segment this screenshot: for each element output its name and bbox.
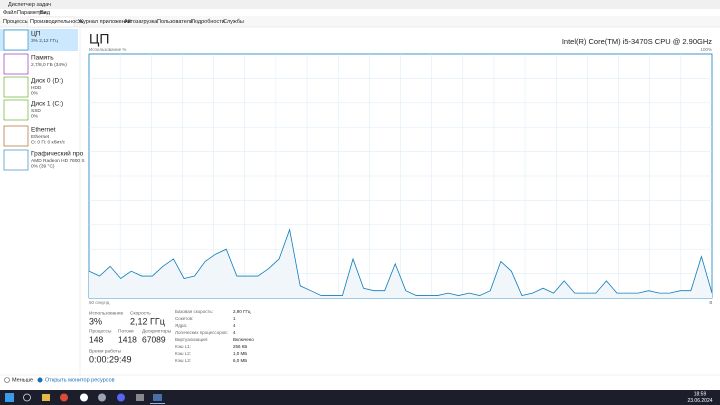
- sidebar-thumbnail: [3, 29, 29, 51]
- steam-icon[interactable]: [98, 393, 106, 402]
- sidebar-detail: AMD Radeon HD 7800 S: [31, 158, 85, 164]
- spec-value: 2,90 ГГц: [233, 309, 251, 314]
- spec-label: Базовая скорость:: [175, 309, 213, 314]
- stat-value: 0:00:29:49: [89, 354, 132, 364]
- spec-label: Виртуализация:: [175, 337, 208, 342]
- sidebar-detail: О: 0 П: 0 кбит/с: [31, 139, 66, 145]
- chrome-icon[interactable]: [60, 393, 68, 402]
- spec-label: Кэш L3:: [175, 358, 191, 363]
- sidebar-detail: SSD: [31, 108, 41, 114]
- tab[interactable]: Пользователи: [157, 19, 193, 25]
- tab[interactable]: Автозагрузка: [124, 19, 158, 25]
- stat-label: Процессы: [89, 328, 112, 334]
- spec-value: 6,0 МБ: [233, 358, 247, 363]
- time-span: 60 секунд: [89, 300, 110, 305]
- title-bar: [0, 0, 720, 9]
- taskmgr-icon[interactable]: [153, 394, 162, 401]
- spec-label: Кэш L1:: [175, 344, 191, 349]
- discord-icon[interactable]: [117, 393, 125, 402]
- active-indicator: [150, 403, 165, 404]
- monitor-icon[interactable]: [37, 377, 43, 383]
- sidebar-thumbnail: [3, 53, 29, 75]
- sidebar-thumbnail: [3, 76, 29, 98]
- active-tab: [27, 16, 75, 28]
- stat-value: 2,12 ГГц: [130, 316, 165, 326]
- stat-label: Потоки: [118, 328, 134, 334]
- time-end: 0: [709, 300, 712, 305]
- sidebar-name[interactable]: Ethernet: [31, 127, 56, 134]
- tab-bar: [0, 16, 720, 27]
- stat-label: Дескрипторы: [142, 328, 172, 334]
- spec-label: Ядра:: [175, 323, 187, 328]
- sidebar-detail: 3% 2,12 ГГц: [31, 38, 58, 44]
- spec-value: 256 КБ: [233, 344, 247, 349]
- search-icon[interactable]: [23, 393, 31, 402]
- sidebar-detail: 0%: [31, 113, 39, 119]
- yandex-icon[interactable]: [80, 393, 88, 402]
- stat-value: 1418: [118, 334, 137, 344]
- clock-time: 18:59: [694, 391, 707, 397]
- menu-item[interactable]: Параметры: [17, 10, 46, 16]
- tab[interactable]: Производительность: [30, 19, 84, 25]
- tab[interactable]: Службы: [223, 19, 244, 25]
- y-tick-label: 100%: [700, 47, 712, 52]
- monitor-link[interactable]: Открыть монитор ресурсов: [45, 377, 115, 383]
- usage-area: [89, 229, 712, 298]
- menu-item[interactable]: Вид: [40, 10, 51, 16]
- spec-label: Логических процессоров:: [175, 330, 228, 335]
- sidebar-detail: 0% (39 °C): [31, 163, 55, 169]
- window-title: Диспетчер задач: [8, 2, 51, 8]
- tab[interactable]: Подробности: [191, 19, 225, 25]
- sidebar-name[interactable]: Память: [31, 55, 54, 62]
- spec-label: Кэш L2:: [175, 351, 191, 356]
- spec-value: 1,0 МБ: [233, 351, 247, 356]
- spec-value: 4: [233, 330, 236, 335]
- usage-line: [88, 228, 713, 297]
- tab[interactable]: Процессы: [3, 19, 29, 25]
- spec-value: Включено: [233, 337, 254, 342]
- start-button[interactable]: [5, 393, 14, 402]
- graph-grid: [88, 53, 713, 299]
- sidebar-detail: 2,7/8,0 ГБ (34%): [31, 62, 67, 68]
- less-icon[interactable]: [4, 377, 10, 383]
- spec-value: 1: [233, 316, 236, 321]
- taskbar-icons: [5, 393, 165, 404]
- stat-value: 67089: [142, 334, 166, 344]
- sidebar-name[interactable]: ЦП: [31, 31, 41, 38]
- graph-ylabel: Использование %: [89, 47, 126, 52]
- cpu-model: Intel(R) Core(TM) i5-3470S CPU @ 2.90GHz: [562, 37, 712, 46]
- stat-value: 148: [89, 334, 103, 344]
- sidebar-name[interactable]: Диск 0 (D:): [31, 78, 63, 85]
- sidebar-thumbnail: [3, 125, 29, 147]
- stat-value: 3%: [89, 316, 102, 326]
- spec-label: Сокетов:: [175, 316, 193, 321]
- taskbar: [0, 390, 720, 405]
- y-tick-label: 0: [709, 300, 712, 305]
- sidebar-thumbnail: [3, 149, 29, 171]
- stat-label: Использование: [89, 310, 124, 316]
- sidebar-detail: 0%: [31, 90, 39, 96]
- tab[interactable]: Журнал приложений: [78, 18, 131, 25]
- app-icon[interactable]: [136, 394, 144, 401]
- sidebar-detail: Ethernet: [31, 134, 50, 140]
- sidebar-thumbnail: [3, 99, 29, 121]
- clock-date: 23.06.2024: [687, 398, 712, 404]
- sidebar-name[interactable]: Графический про: [31, 150, 84, 158]
- sidebar-name[interactable]: Диск 1 (C:): [31, 101, 63, 108]
- sidebar-detail: HDD: [31, 85, 42, 91]
- panel-title: ЦП: [89, 31, 109, 47]
- stat-label: Время работы: [89, 348, 122, 354]
- stat-label: Скорость: [130, 310, 151, 316]
- explorer-icon[interactable]: [42, 394, 50, 401]
- menu-item[interactable]: Файл: [3, 9, 17, 16]
- less-button[interactable]: Меньше: [12, 377, 33, 383]
- spec-value: 4: [233, 323, 236, 328]
